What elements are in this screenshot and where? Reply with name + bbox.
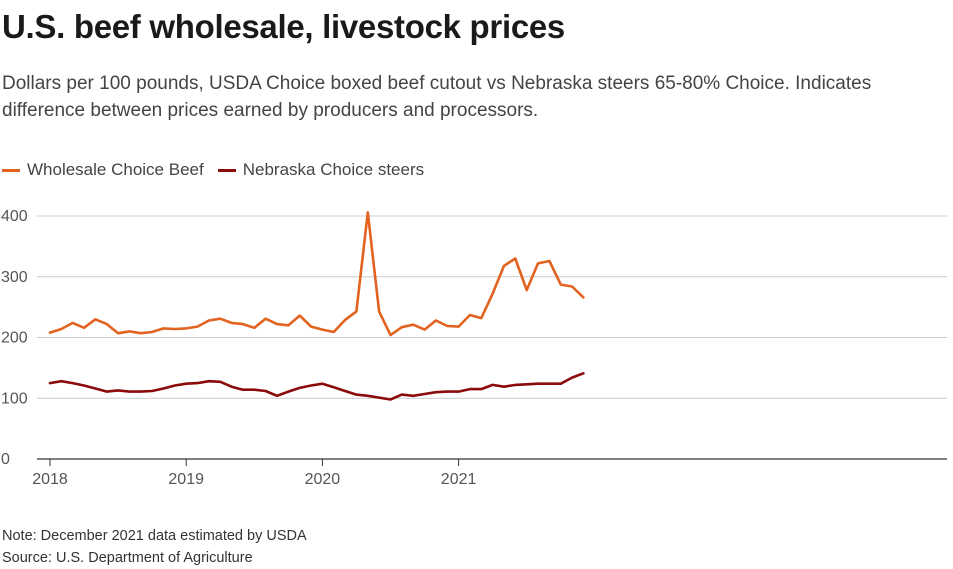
x-tick-label: 2021 bbox=[441, 471, 477, 488]
legend-label-nebraska: Nebraska Choice steers bbox=[242, 160, 425, 179]
line-chart: 0 100 200 300 400 2018 2019 2020 2021 bbox=[1, 208, 947, 488]
y-tick-label: 0 bbox=[1, 451, 10, 468]
legend-label-wholesale: Wholesale Choice Beef bbox=[27, 160, 204, 179]
y-tick-label: 200 bbox=[1, 330, 28, 347]
x-tick-label: 2019 bbox=[168, 471, 204, 488]
series-line-nebraska-choice-steers bbox=[48, 372, 585, 401]
chart-footer: Note: December 2021 data estimated by US… bbox=[2, 525, 307, 569]
chart-title: U.S. beef wholesale, livestock prices bbox=[2, 8, 565, 45]
chart-legend: Wholesale Choice Beef Nebraska Choice st… bbox=[2, 158, 438, 182]
y-tick-label: 300 bbox=[1, 269, 28, 286]
x-tick-label: 2020 bbox=[305, 471, 341, 488]
chart-note: Note: December 2021 data estimated by US… bbox=[2, 528, 307, 544]
legend-item-nebraska: Nebraska Choice steers bbox=[217, 160, 425, 180]
legend-swatch-wholesale bbox=[2, 168, 20, 172]
chart-subtitle: Dollars per 100 pounds, USDA Choice boxe… bbox=[2, 73, 872, 121]
x-tick-label: 2018 bbox=[32, 471, 68, 488]
y-tick-label: 100 bbox=[1, 390, 28, 407]
chart-source: Source: U.S. Department of Agriculture bbox=[2, 550, 253, 566]
y-tick-label: 400 bbox=[1, 208, 28, 225]
legend-swatch-nebraska bbox=[217, 168, 236, 172]
legend-item-wholesale: Wholesale Choice Beef bbox=[2, 160, 204, 180]
series-line-wholesale-choice-beef bbox=[48, 211, 585, 337]
